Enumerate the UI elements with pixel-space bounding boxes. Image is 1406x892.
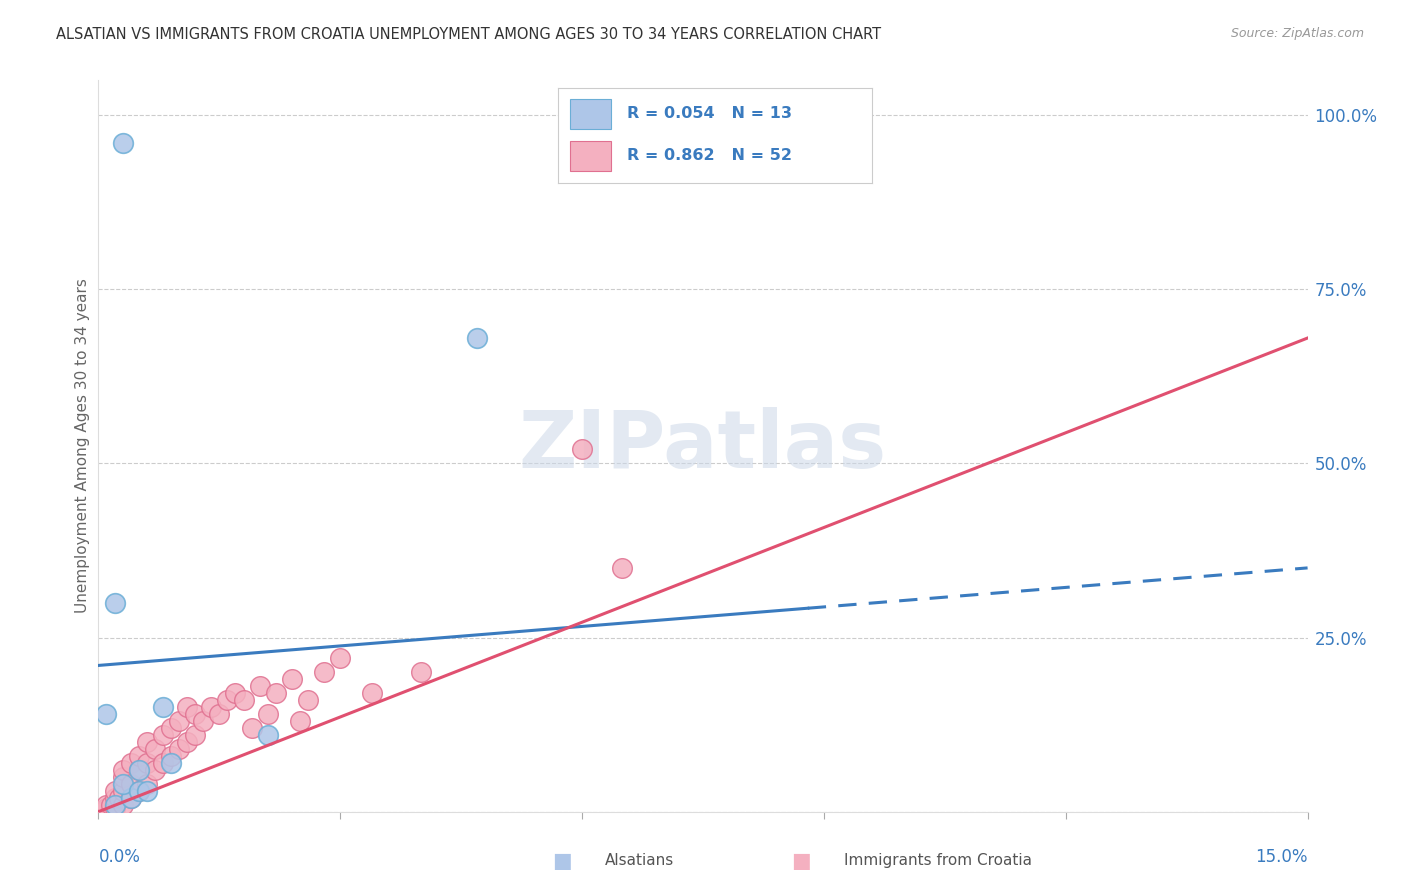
Point bbox=[232, 693, 254, 707]
Point bbox=[208, 707, 231, 722]
Point bbox=[96, 797, 118, 812]
Point bbox=[103, 797, 125, 812]
Point bbox=[329, 651, 352, 665]
Point bbox=[135, 777, 157, 791]
Point bbox=[103, 784, 125, 798]
Point bbox=[128, 784, 150, 798]
Point bbox=[152, 756, 174, 770]
Point bbox=[111, 784, 134, 798]
Point bbox=[111, 136, 134, 150]
Text: Alsatians: Alsatians bbox=[605, 854, 673, 868]
Point bbox=[160, 721, 183, 735]
Point bbox=[152, 728, 174, 742]
Point bbox=[135, 756, 157, 770]
Point bbox=[176, 735, 198, 749]
Point bbox=[128, 749, 150, 764]
Text: Immigrants from Croatia: Immigrants from Croatia bbox=[844, 854, 1032, 868]
Point bbox=[612, 561, 634, 575]
Point bbox=[297, 693, 319, 707]
Point bbox=[184, 728, 207, 742]
Point bbox=[128, 763, 150, 777]
Bar bbox=[571, 99, 612, 129]
Text: ■: ■ bbox=[792, 851, 811, 871]
Point bbox=[103, 801, 125, 815]
Point bbox=[288, 714, 311, 728]
Text: ZIPatlas: ZIPatlas bbox=[519, 407, 887, 485]
Point bbox=[135, 784, 157, 798]
Y-axis label: Unemployment Among Ages 30 to 34 years: Unemployment Among Ages 30 to 34 years bbox=[75, 278, 90, 614]
Point bbox=[111, 763, 134, 777]
Text: Source: ZipAtlas.com: Source: ZipAtlas.com bbox=[1230, 27, 1364, 40]
Point bbox=[314, 665, 336, 680]
Point bbox=[160, 749, 183, 764]
Point bbox=[96, 707, 118, 722]
Point bbox=[184, 707, 207, 722]
Point bbox=[217, 693, 239, 707]
Text: R = 0.862   N = 52: R = 0.862 N = 52 bbox=[627, 147, 792, 162]
Point bbox=[135, 735, 157, 749]
Point bbox=[96, 801, 118, 815]
Point bbox=[111, 770, 134, 784]
Point bbox=[256, 707, 278, 722]
Point bbox=[200, 700, 222, 714]
Point bbox=[256, 728, 278, 742]
Point bbox=[167, 714, 190, 728]
Point bbox=[160, 756, 183, 770]
Point bbox=[103, 596, 125, 610]
Point bbox=[128, 763, 150, 777]
Point bbox=[281, 673, 304, 687]
Point bbox=[111, 797, 134, 812]
Point bbox=[361, 686, 384, 700]
Point bbox=[103, 790, 125, 805]
Point bbox=[120, 777, 142, 791]
Point bbox=[176, 700, 198, 714]
Point bbox=[107, 790, 129, 805]
Text: 15.0%: 15.0% bbox=[1256, 848, 1308, 866]
Point bbox=[193, 714, 215, 728]
Text: ■: ■ bbox=[553, 851, 572, 871]
Point bbox=[240, 721, 263, 735]
Bar bbox=[571, 141, 612, 171]
Point bbox=[571, 442, 593, 457]
Point bbox=[120, 790, 142, 805]
Point bbox=[264, 686, 287, 700]
Point bbox=[409, 665, 432, 680]
Point bbox=[100, 797, 122, 812]
Text: 0.0%: 0.0% bbox=[98, 848, 141, 866]
Point bbox=[143, 742, 166, 756]
Point bbox=[224, 686, 246, 700]
Point bbox=[249, 679, 271, 693]
Point bbox=[167, 742, 190, 756]
Text: ALSATIAN VS IMMIGRANTS FROM CROATIA UNEMPLOYMENT AMONG AGES 30 TO 34 YEARS CORRE: ALSATIAN VS IMMIGRANTS FROM CROATIA UNEM… bbox=[56, 27, 882, 42]
Point bbox=[91, 805, 114, 819]
Point bbox=[152, 700, 174, 714]
Point bbox=[128, 784, 150, 798]
Text: R = 0.054   N = 13: R = 0.054 N = 13 bbox=[627, 106, 792, 120]
Point bbox=[111, 777, 134, 791]
Point bbox=[120, 756, 142, 770]
Point bbox=[120, 790, 142, 805]
Point bbox=[465, 331, 488, 345]
Point bbox=[143, 763, 166, 777]
